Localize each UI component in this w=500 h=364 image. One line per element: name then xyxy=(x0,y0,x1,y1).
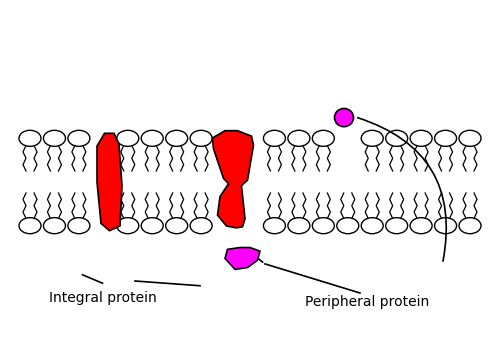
Circle shape xyxy=(19,218,41,234)
Text: Integral protein: Integral protein xyxy=(48,291,156,305)
Circle shape xyxy=(44,130,66,146)
Polygon shape xyxy=(97,133,122,231)
Circle shape xyxy=(117,130,139,146)
Circle shape xyxy=(141,218,163,234)
Circle shape xyxy=(361,218,383,234)
Circle shape xyxy=(68,218,90,234)
Circle shape xyxy=(459,130,481,146)
FancyArrowPatch shape xyxy=(358,118,446,261)
Circle shape xyxy=(434,130,456,146)
Circle shape xyxy=(44,218,66,234)
Circle shape xyxy=(459,218,481,234)
Circle shape xyxy=(337,218,359,234)
Circle shape xyxy=(166,130,188,146)
Circle shape xyxy=(68,130,90,146)
Circle shape xyxy=(141,130,163,146)
Circle shape xyxy=(166,218,188,234)
Polygon shape xyxy=(225,248,260,269)
Ellipse shape xyxy=(334,108,353,127)
Circle shape xyxy=(410,218,432,234)
Circle shape xyxy=(288,130,310,146)
Circle shape xyxy=(434,218,456,234)
Circle shape xyxy=(190,218,212,234)
Circle shape xyxy=(190,130,212,146)
Circle shape xyxy=(19,130,41,146)
Circle shape xyxy=(386,218,407,234)
Circle shape xyxy=(410,130,432,146)
Circle shape xyxy=(117,218,139,234)
Circle shape xyxy=(288,218,310,234)
Circle shape xyxy=(312,130,334,146)
Circle shape xyxy=(386,130,407,146)
Circle shape xyxy=(361,130,383,146)
Circle shape xyxy=(312,218,334,234)
Polygon shape xyxy=(212,131,254,228)
Circle shape xyxy=(264,130,285,146)
Text: Peripheral protein: Peripheral protein xyxy=(306,295,430,309)
Circle shape xyxy=(264,218,285,234)
